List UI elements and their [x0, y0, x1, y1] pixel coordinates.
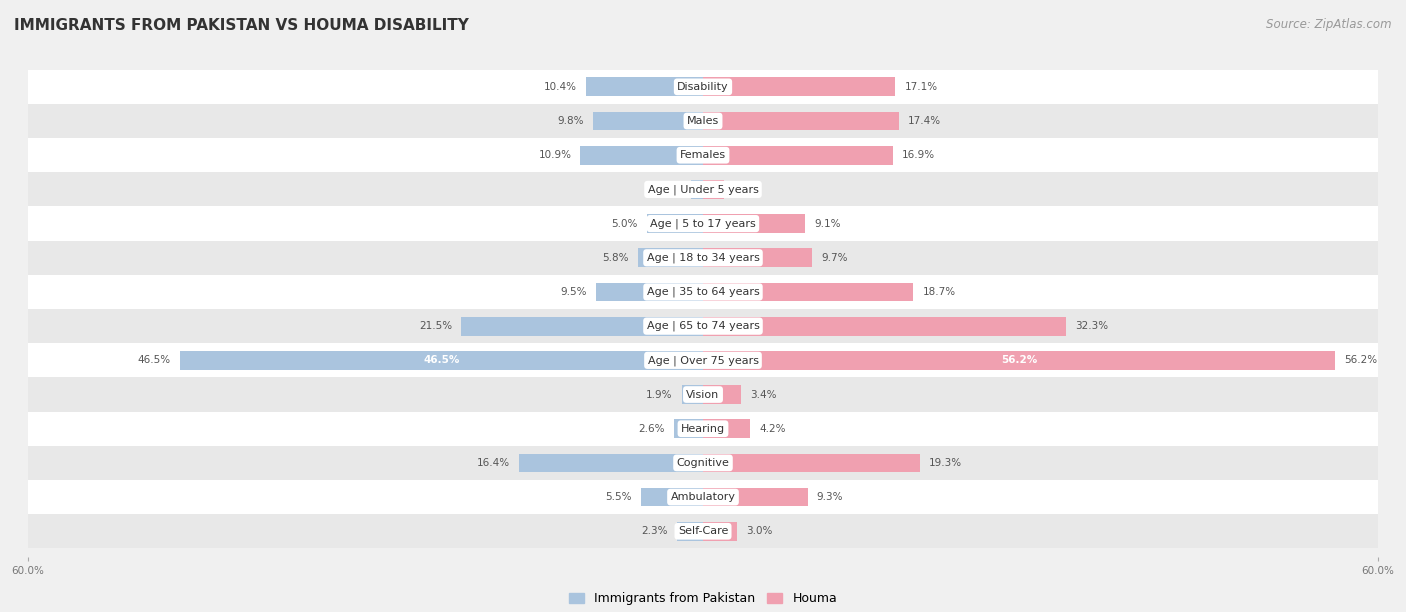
Bar [703, 111, 898, 130]
Text: Age | 35 to 64 years: Age | 35 to 64 years [647, 286, 759, 297]
Text: 5.5%: 5.5% [606, 492, 633, 502]
Text: 17.1%: 17.1% [904, 82, 938, 92]
Text: Vision: Vision [686, 389, 720, 400]
Bar [703, 248, 813, 267]
Text: 3.0%: 3.0% [745, 526, 772, 536]
Text: 17.4%: 17.4% [908, 116, 941, 126]
Bar [703, 522, 737, 540]
Bar [703, 146, 893, 165]
Text: 5.8%: 5.8% [602, 253, 628, 263]
FancyBboxPatch shape [28, 412, 1378, 446]
FancyBboxPatch shape [28, 378, 1378, 412]
Text: Age | Under 5 years: Age | Under 5 years [648, 184, 758, 195]
FancyBboxPatch shape [28, 446, 1378, 480]
Text: Cognitive: Cognitive [676, 458, 730, 468]
FancyBboxPatch shape [28, 138, 1378, 173]
Text: 9.3%: 9.3% [817, 492, 844, 502]
Bar [703, 488, 807, 507]
Text: Ambulatory: Ambulatory [671, 492, 735, 502]
Text: 18.7%: 18.7% [922, 287, 956, 297]
Text: 21.5%: 21.5% [419, 321, 453, 331]
Text: Self-Care: Self-Care [678, 526, 728, 536]
Bar [581, 146, 703, 165]
FancyBboxPatch shape [28, 275, 1378, 309]
Text: 32.3%: 32.3% [1076, 321, 1108, 331]
FancyBboxPatch shape [28, 343, 1378, 378]
Bar [703, 419, 751, 438]
Bar [673, 419, 703, 438]
FancyBboxPatch shape [28, 309, 1378, 343]
FancyBboxPatch shape [28, 70, 1378, 104]
FancyBboxPatch shape [28, 173, 1378, 206]
Text: 3.4%: 3.4% [751, 389, 776, 400]
Bar [180, 351, 703, 370]
Text: Age | Over 75 years: Age | Over 75 years [648, 355, 758, 365]
Text: 2.3%: 2.3% [641, 526, 668, 536]
FancyBboxPatch shape [28, 480, 1378, 514]
Text: 16.4%: 16.4% [477, 458, 509, 468]
Bar [690, 180, 703, 199]
Text: Age | 18 to 34 years: Age | 18 to 34 years [647, 253, 759, 263]
Bar [703, 453, 920, 472]
FancyBboxPatch shape [28, 241, 1378, 275]
Text: 9.5%: 9.5% [561, 287, 588, 297]
Text: 46.5%: 46.5% [138, 356, 172, 365]
Text: 1.9%: 1.9% [734, 184, 759, 195]
Bar [703, 78, 896, 96]
Bar [703, 317, 1066, 335]
Text: 9.8%: 9.8% [557, 116, 583, 126]
Text: 5.0%: 5.0% [612, 218, 638, 229]
Text: Females: Females [681, 150, 725, 160]
Text: 2.6%: 2.6% [638, 424, 665, 434]
Text: 9.1%: 9.1% [814, 218, 841, 229]
Bar [586, 78, 703, 96]
FancyBboxPatch shape [28, 514, 1378, 548]
Bar [703, 351, 1336, 370]
Bar [703, 385, 741, 404]
Bar [703, 283, 914, 301]
Text: 16.9%: 16.9% [903, 150, 935, 160]
Text: IMMIGRANTS FROM PAKISTAN VS HOUMA DISABILITY: IMMIGRANTS FROM PAKISTAN VS HOUMA DISABI… [14, 18, 470, 34]
Bar [638, 248, 703, 267]
Text: 1.1%: 1.1% [655, 184, 682, 195]
Text: 10.9%: 10.9% [538, 150, 571, 160]
Text: Hearing: Hearing [681, 424, 725, 434]
Bar [682, 385, 703, 404]
Text: Males: Males [688, 116, 718, 126]
Text: 4.2%: 4.2% [759, 424, 786, 434]
Text: 9.7%: 9.7% [821, 253, 848, 263]
Bar [641, 488, 703, 507]
Text: 19.3%: 19.3% [929, 458, 962, 468]
FancyBboxPatch shape [28, 206, 1378, 241]
Bar [519, 453, 703, 472]
Bar [593, 111, 703, 130]
Text: 56.2%: 56.2% [1344, 356, 1378, 365]
Legend: Immigrants from Pakistan, Houma: Immigrants from Pakistan, Houma [569, 592, 837, 605]
Text: Disability: Disability [678, 82, 728, 92]
Text: Age | 5 to 17 years: Age | 5 to 17 years [650, 218, 756, 229]
Text: 56.2%: 56.2% [1001, 356, 1038, 365]
Bar [647, 214, 703, 233]
Text: 1.9%: 1.9% [647, 389, 672, 400]
FancyBboxPatch shape [28, 104, 1378, 138]
Text: Age | 65 to 74 years: Age | 65 to 74 years [647, 321, 759, 332]
Bar [461, 317, 703, 335]
Text: 46.5%: 46.5% [423, 356, 460, 365]
Text: 10.4%: 10.4% [544, 82, 576, 92]
Bar [703, 214, 806, 233]
Bar [703, 180, 724, 199]
Text: Source: ZipAtlas.com: Source: ZipAtlas.com [1267, 18, 1392, 31]
Bar [596, 283, 703, 301]
Bar [678, 522, 703, 540]
